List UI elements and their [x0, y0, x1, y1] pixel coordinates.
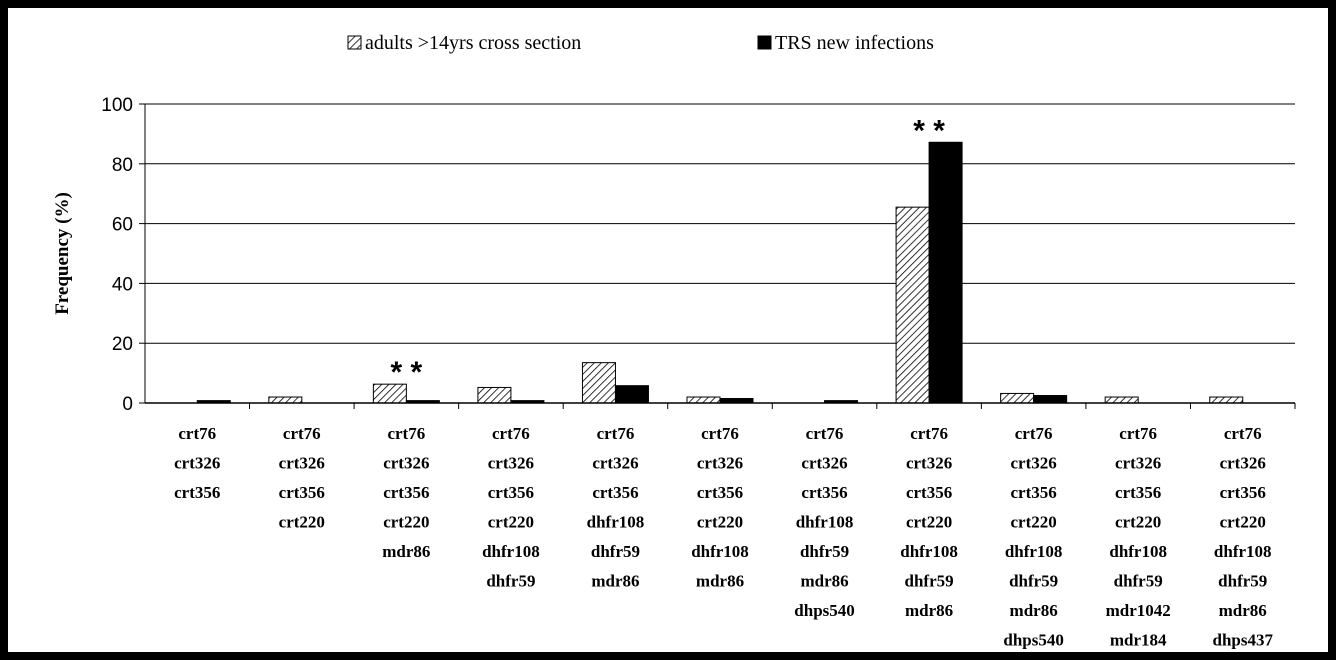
- x-tick-label: dhps437: [1212, 631, 1273, 650]
- x-tick-label: dhfr108: [691, 542, 749, 561]
- significance-annotation: * *: [913, 114, 945, 147]
- bar-trs: [614, 385, 649, 404]
- x-tick-label: crt76: [806, 424, 844, 443]
- x-tick-label: crt76: [178, 424, 216, 443]
- x-tick-label: crt356: [174, 483, 220, 502]
- x-tick-label: dhfr108: [587, 513, 645, 532]
- x-tick-label: crt326: [1011, 454, 1057, 473]
- x-tick-label: crt220: [906, 513, 952, 532]
- x-tick-label: mdr184: [1110, 631, 1167, 650]
- x-tick-label: crt356: [383, 483, 429, 502]
- x-tick-label: dhfr108: [900, 542, 958, 561]
- legend-label: TRS new infections: [775, 32, 934, 54]
- y-tick-label: 0: [122, 394, 133, 415]
- bar-adults: [686, 396, 721, 404]
- legend-swatch: [757, 35, 772, 50]
- x-tick-label: dhfr108: [796, 513, 854, 532]
- x-tick-label: dhps540: [794, 601, 854, 620]
- legend-label: adults >14yrs cross section: [365, 32, 581, 54]
- y-tick-label: 80: [112, 155, 133, 176]
- y-tick-label: 40: [112, 274, 133, 295]
- bar-adults: [1209, 396, 1244, 404]
- legend: adults >14yrs cross section TRS new infec…: [347, 32, 934, 54]
- x-tick-label: dhfr59: [591, 542, 640, 561]
- bar-adults: [1000, 392, 1035, 404]
- x-tick-label: crt76: [597, 424, 635, 443]
- y-axis-title: Frequency (%): [52, 192, 73, 315]
- x-tick-label: crt220: [279, 513, 325, 532]
- x-tick-label: dhfr108: [1214, 542, 1272, 561]
- x-tick-label: crt326: [1220, 454, 1266, 473]
- x-tick-label: crt356: [1115, 483, 1161, 502]
- chart-frame: adults >14yrs cross section TRS new infec…: [8, 8, 1328, 652]
- x-tick-label: dhfr59: [905, 572, 954, 591]
- x-tick-label: crt76: [492, 424, 530, 443]
- bar-chart: adults >14yrs cross section TRS new infec…: [52, 32, 1296, 650]
- bar-adults: [268, 396, 303, 404]
- x-tick-label: mdr86: [382, 542, 430, 561]
- bar-adults: [581, 362, 616, 404]
- x-tick-label: crt76: [1015, 424, 1053, 443]
- x-tick-label: crt220: [383, 513, 429, 532]
- significance-annotation: * *: [391, 356, 423, 389]
- x-tick-label: crt356: [488, 483, 534, 502]
- x-tick-label: crt356: [592, 483, 638, 502]
- x-tick-label: crt220: [1220, 513, 1266, 532]
- x-tick-label: dhfr59: [800, 542, 849, 561]
- y-tick-label: 60: [112, 215, 133, 236]
- x-tick-label: dhfr108: [482, 542, 540, 561]
- x-tick-label: crt326: [801, 454, 847, 473]
- x-tick-label: crt220: [1011, 513, 1057, 532]
- x-tick-label: crt356: [697, 483, 743, 502]
- x-tick-label: crt326: [697, 454, 743, 473]
- x-tick-label: mdr86: [800, 572, 848, 591]
- axes: [139, 103, 1296, 409]
- y-tick-label: 20: [112, 334, 133, 355]
- y-tick-label: 100: [101, 95, 133, 116]
- bar-adults: [1104, 396, 1139, 404]
- x-tick-label: crt356: [906, 483, 952, 502]
- bar-trs: [1033, 395, 1068, 404]
- x-tick-label: dhps540: [1003, 631, 1063, 650]
- gridlines: [145, 103, 1295, 344]
- x-tick-label: crt356: [1220, 483, 1266, 502]
- x-tick-label: mdr86: [696, 572, 744, 591]
- x-tick-label: crt326: [488, 454, 534, 473]
- x-tick-label: crt326: [174, 454, 220, 473]
- x-tick-label: crt220: [1115, 513, 1161, 532]
- x-tick-label: mdr86: [905, 601, 953, 620]
- legend-swatch: [347, 35, 362, 50]
- x-tick-label: dhfr59: [1218, 572, 1267, 591]
- x-tick-label: dhfr108: [1005, 542, 1063, 561]
- x-tick-label: crt76: [910, 424, 948, 443]
- x-tick-label: crt76: [701, 424, 739, 443]
- x-tick-label: crt326: [906, 454, 952, 473]
- x-tick-label: crt220: [697, 513, 743, 532]
- x-tick-label: crt356: [279, 483, 325, 502]
- x-tick-label: crt326: [279, 454, 325, 473]
- x-tick-label: dhfr59: [1009, 572, 1058, 591]
- x-tick-label: dhfr108: [1109, 542, 1167, 561]
- x-tick-label: dhfr59: [486, 572, 535, 591]
- x-tick-label: mdr86: [591, 572, 639, 591]
- x-tick-label: crt326: [592, 454, 638, 473]
- x-tick-label: crt326: [1115, 454, 1161, 473]
- x-tick-label: mdr1042: [1106, 601, 1171, 620]
- tick-labels: 0 20 40 60 80 100 crt76 crt326 crt356 crt76 crt326…: [101, 95, 1273, 650]
- x-tick-label: dhfr59: [1114, 572, 1163, 591]
- x-tick-label: crt220: [488, 513, 534, 532]
- x-tick-label: crt76: [1119, 424, 1157, 443]
- x-tick-label: crt76: [1224, 424, 1262, 443]
- x-tick-label: mdr86: [1219, 601, 1267, 620]
- x-tick-label: crt356: [1011, 483, 1057, 502]
- x-tick-label: crt76: [283, 424, 321, 443]
- bar-adults: [895, 206, 930, 404]
- x-tick-label: crt76: [387, 424, 425, 443]
- x-tick-label: crt326: [383, 454, 429, 473]
- x-tick-label: crt356: [801, 483, 847, 502]
- x-tick-label: mdr86: [1010, 601, 1058, 620]
- bars: [196, 141, 1244, 404]
- bar-trs: [928, 141, 963, 404]
- bar-adults: [477, 386, 512, 404]
